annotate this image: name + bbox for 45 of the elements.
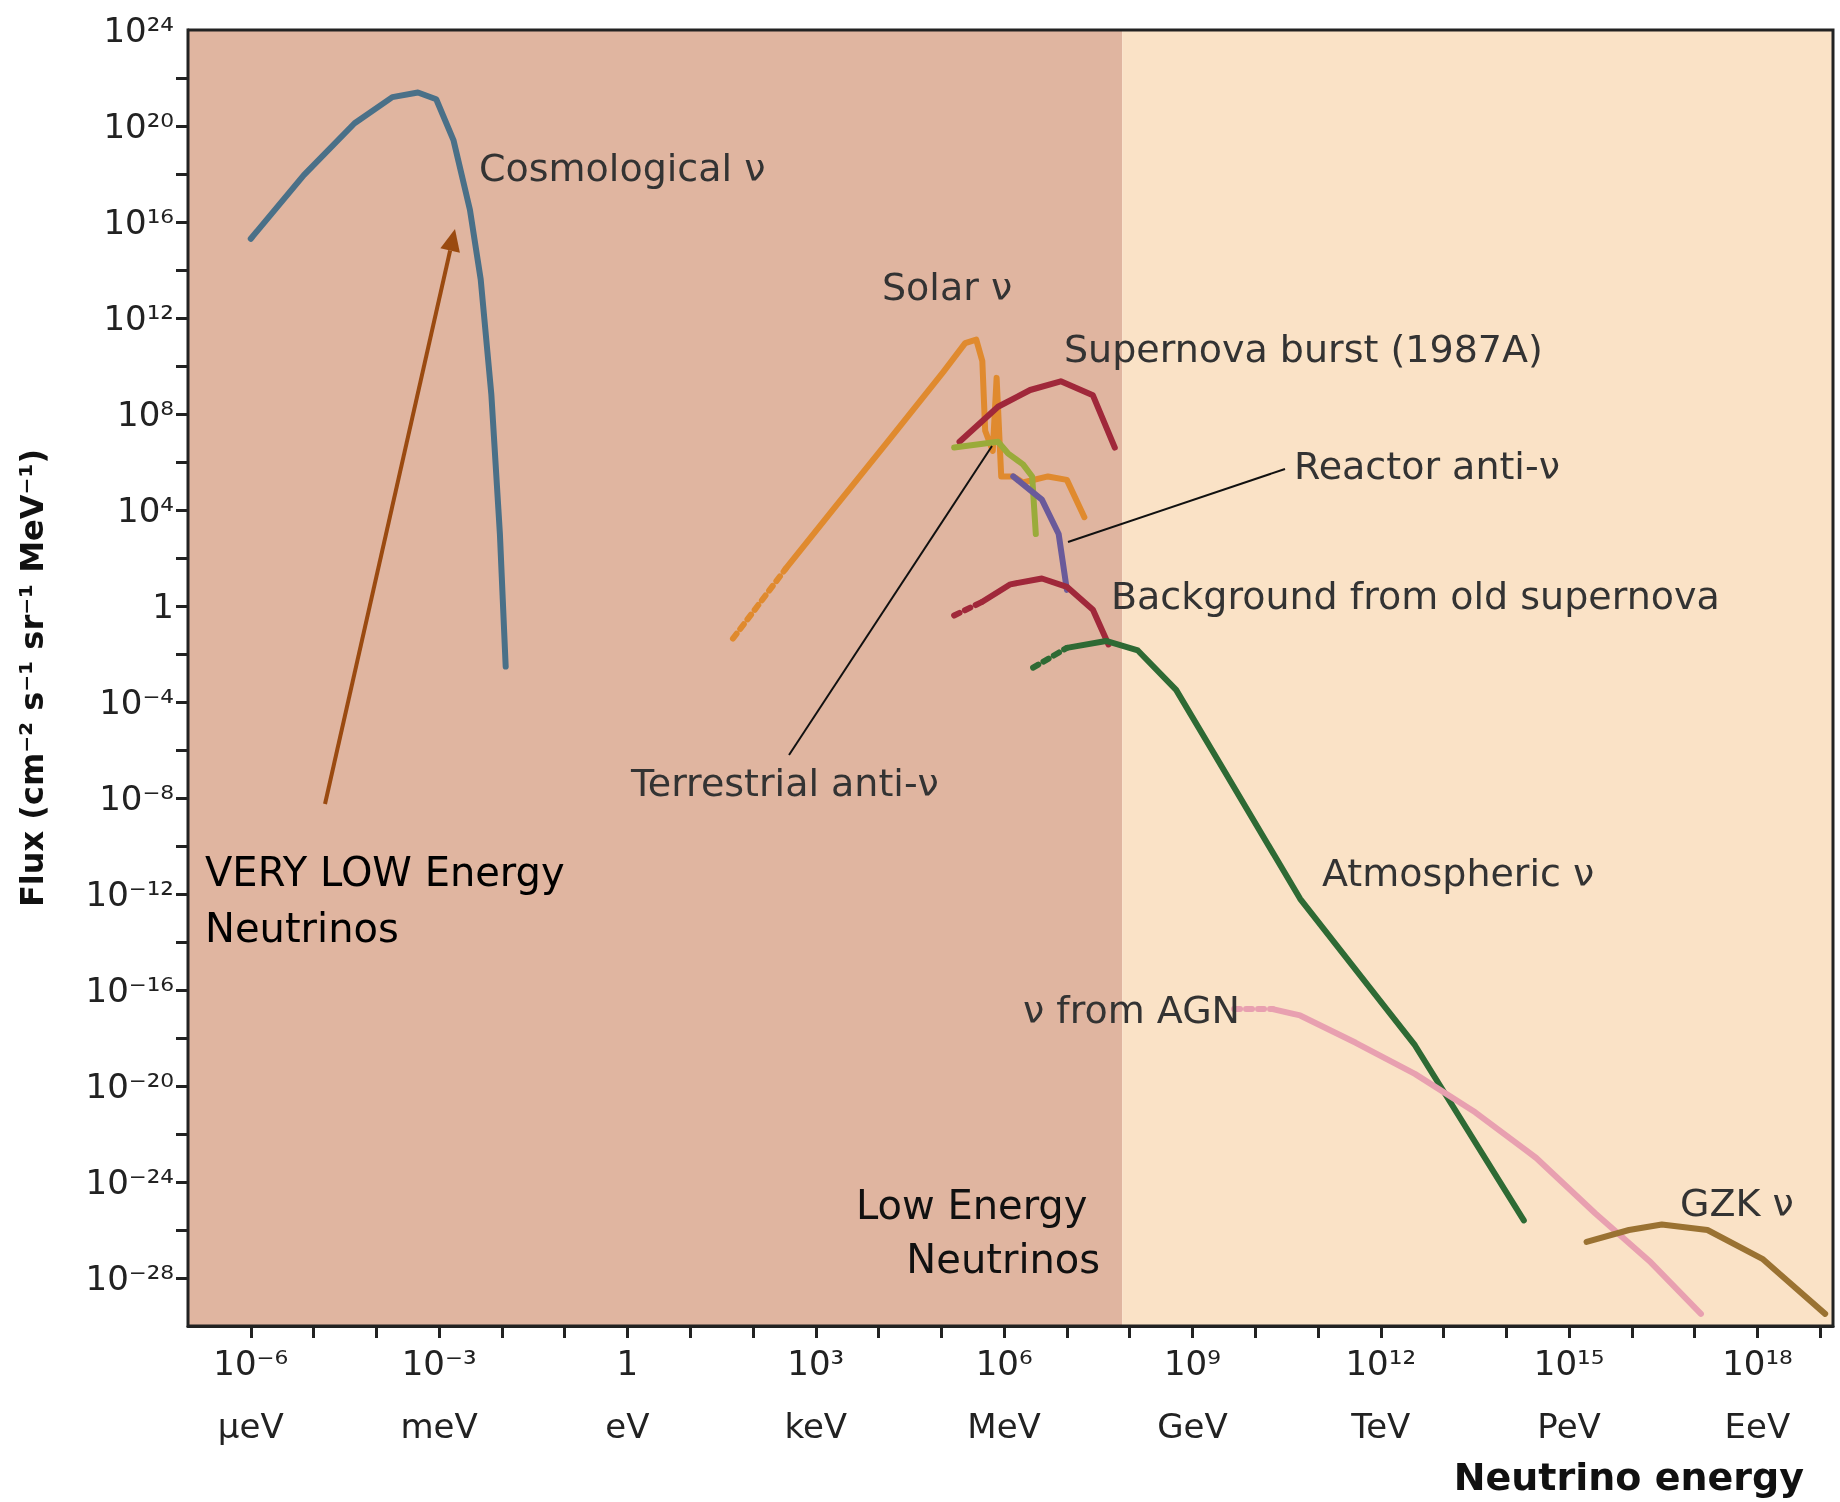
- series-label: Atmospheric ν: [1322, 851, 1595, 895]
- text: μeV: [217, 1406, 284, 1446]
- annotation: VERY LOW Energy Neutrinos: [205, 849, 578, 951]
- text: PeV: [1537, 1406, 1601, 1446]
- series-label: Supernova burst (1987A): [1064, 327, 1543, 371]
- y-tick-label: 1: [152, 586, 174, 626]
- text: Reactor anti-ν: [1294, 444, 1560, 488]
- series-label: Cosmological ν: [479, 146, 766, 190]
- series-label: GZK ν: [1680, 1181, 1794, 1225]
- text: eV: [605, 1406, 650, 1446]
- y-tick-label: 10¹²: [103, 298, 174, 338]
- y-tick-label: 10⁻¹²: [85, 874, 174, 914]
- y-tick-label: 10⁻²⁸: [85, 1258, 174, 1298]
- x-tick-label: 10⁻³: [401, 1343, 477, 1383]
- text: MeV: [967, 1406, 1041, 1446]
- x-tick-label: 10¹⁵: [1533, 1343, 1605, 1383]
- text: GeV: [1157, 1406, 1228, 1446]
- series-label: Background from old supernova: [1111, 574, 1720, 618]
- text: meV: [400, 1406, 478, 1446]
- x-tick-label: 10⁶: [975, 1343, 1033, 1383]
- x-tick-label: 10¹⁸: [1722, 1343, 1793, 1383]
- y-tick-label: 10⁻⁸: [99, 778, 174, 818]
- y-axis-title: Flux (cm⁻² s⁻¹ sr⁻¹ MeV⁻¹): [13, 448, 51, 908]
- series-label: ν from AGN: [1022, 988, 1240, 1032]
- y-tick-label: 10⁴: [117, 490, 174, 530]
- series-label: Solar ν: [882, 265, 1013, 309]
- x-tick-label: 10¹²: [1345, 1343, 1417, 1383]
- y-tick-label: 10⁻⁴: [99, 682, 174, 722]
- y-tick-label: 10⁻²⁴: [85, 1162, 174, 1202]
- y-tick-label: 10⁸: [117, 394, 174, 434]
- x-tick-label: 10⁻⁶: [213, 1343, 289, 1383]
- text: EeV: [1724, 1406, 1791, 1446]
- y-tick-label: 10⁻¹⁶: [85, 970, 174, 1010]
- y-tick-label: 10²⁴: [103, 10, 174, 50]
- x-tick-label: 10⁹: [1163, 1343, 1221, 1383]
- text: keV: [784, 1406, 848, 1446]
- text: Terrestrial anti-ν: [630, 761, 939, 805]
- x-tick-label: 10³: [787, 1343, 845, 1383]
- x-tick-label: 1: [616, 1343, 639, 1383]
- y-tick-label: 10¹⁶: [103, 202, 174, 242]
- y-tick-label: 10²⁰: [103, 106, 174, 146]
- x-axis-title: Neutrino energy: [1453, 1455, 1805, 1499]
- y-tick-label: 10⁻²⁰: [85, 1066, 174, 1106]
- text: TeV: [1350, 1406, 1411, 1446]
- band-label: Low Energy Neutrinos: [855, 1182, 1101, 1282]
